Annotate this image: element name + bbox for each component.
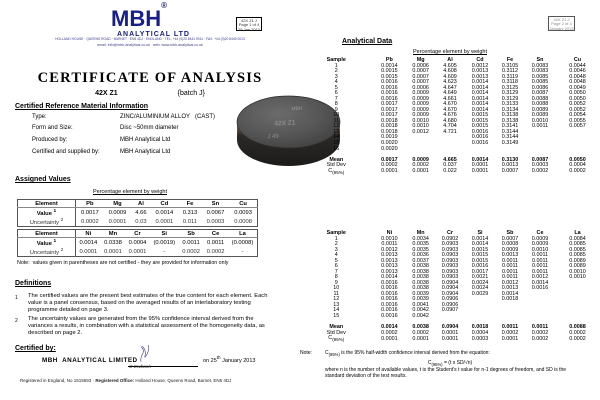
svg-text:42X Z1: 42X Z1 [274, 119, 296, 127]
svg-text:J 49: J 49 [267, 134, 279, 141]
